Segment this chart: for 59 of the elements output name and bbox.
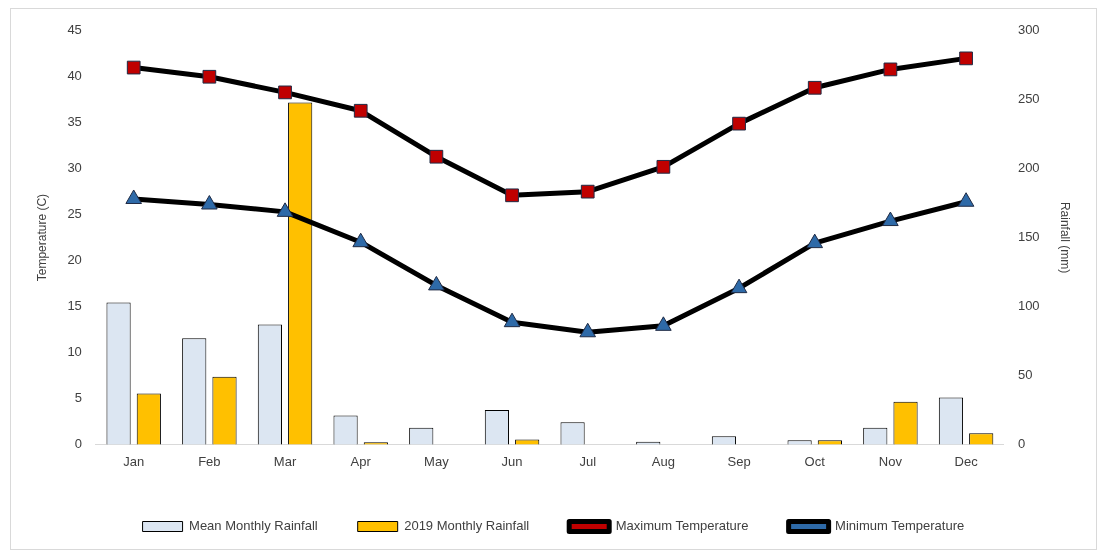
y2-tick-label: 100 xyxy=(1017,298,1040,314)
y-tick-label: 40 xyxy=(67,68,82,84)
point xyxy=(957,192,975,207)
point xyxy=(278,85,292,100)
y2-axis-title: Rainfall (mm) xyxy=(1058,201,1073,274)
point xyxy=(276,202,294,217)
point xyxy=(125,189,142,204)
point xyxy=(202,69,217,84)
x-tick-label: Oct xyxy=(804,453,826,469)
y-tick-label: 15 xyxy=(67,298,82,314)
y2-tick-label: 300 xyxy=(1017,22,1040,38)
point xyxy=(580,184,595,199)
x-tick-label: Feb xyxy=(198,453,221,469)
legend-label: 2019 Monthly Rainfall xyxy=(404,518,530,534)
legend-label: Maximum Temperature xyxy=(615,518,749,534)
x-tick-label: Apr xyxy=(350,453,372,469)
point xyxy=(732,116,746,131)
point xyxy=(730,278,748,294)
point xyxy=(505,188,519,203)
legend-label: Minimum Temperature xyxy=(835,518,965,534)
point xyxy=(429,149,444,164)
x-tick-label: Jul xyxy=(579,453,597,469)
x-tick-label: May xyxy=(424,453,450,469)
y-tick-label: 0 xyxy=(74,435,82,451)
y-tick-label: 20 xyxy=(67,252,82,268)
x-tick-label: Aug xyxy=(651,453,675,469)
point xyxy=(883,62,898,77)
y2-tick-label: 0 xyxy=(1017,435,1026,451)
point xyxy=(353,103,368,118)
x-tick-label: Jun xyxy=(501,453,523,469)
x-tick-label: Mar xyxy=(273,453,297,469)
point xyxy=(126,60,141,75)
point xyxy=(503,312,521,328)
y-tick-label: 25 xyxy=(67,206,82,222)
point xyxy=(806,233,824,249)
x-tick-label: Nov xyxy=(878,453,903,469)
point xyxy=(579,322,597,338)
y-axis-title: Temperature (C) xyxy=(34,193,49,282)
x-tick-label: Dec xyxy=(954,453,979,469)
point xyxy=(882,211,899,227)
y2-tick-label: 150 xyxy=(1017,229,1040,245)
y2-tick-label: 200 xyxy=(1017,160,1040,176)
y-tick-label: 5 xyxy=(74,390,82,406)
point xyxy=(959,51,973,66)
x-tick-label: Sep xyxy=(727,453,751,469)
y-tick-label: 45 xyxy=(67,22,82,38)
y-tick-label: 30 xyxy=(67,160,82,176)
point xyxy=(201,195,218,210)
point xyxy=(655,316,672,331)
y2-tick-label: 50 xyxy=(1017,367,1033,383)
y2-tick-label: 250 xyxy=(1017,91,1040,107)
legend-label: Mean Monthly Rainfall xyxy=(189,518,318,534)
x-tick-label: Jan xyxy=(123,453,145,469)
point xyxy=(352,232,369,248)
point xyxy=(656,159,671,174)
point xyxy=(428,275,445,291)
point xyxy=(807,80,822,95)
y-tick-label: 35 xyxy=(67,114,82,130)
y-tick-label: 10 xyxy=(67,344,82,360)
